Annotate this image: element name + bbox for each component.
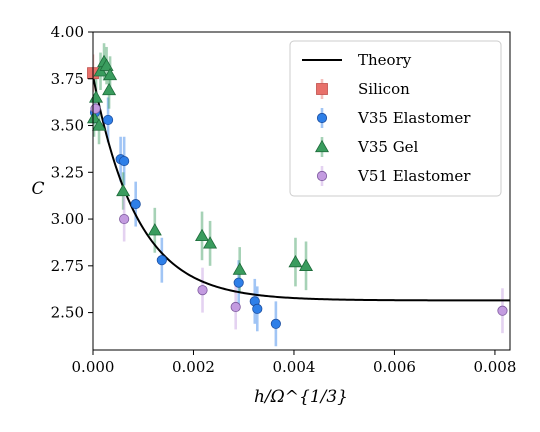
v35-gel-point: [86, 110, 102, 124]
legend-box: [289, 40, 502, 197]
v35-elastomer-point: [270, 318, 281, 329]
v51-elastomer-point: [197, 285, 208, 296]
y-tick-label: 2.75: [51, 257, 84, 275]
x-tick-label: 0.000: [72, 358, 115, 376]
v51-elastomer-point: [230, 301, 241, 313]
v35-elastomer-point: [252, 303, 263, 314]
v35-gel-point: [103, 67, 118, 81]
v35-gel-point: [99, 58, 114, 71]
v51-elastomer-point: [119, 213, 130, 225]
x-axis-label: h/Ω^{1/3}: [254, 387, 348, 407]
x-tick-label: 0.004: [272, 358, 315, 376]
v35-gel-point: [203, 236, 218, 249]
legend-v51-elastomer-swatch: [316, 170, 328, 182]
y-tick-label: 3.75: [51, 70, 84, 88]
v35-gel-point: [232, 262, 247, 275]
x-tick-label: 0.008: [473, 358, 516, 376]
x-tick-label: 0.002: [172, 358, 215, 376]
y-tick-label: 3.50: [51, 117, 84, 135]
y-tick-label: 3.25: [51, 163, 84, 181]
points-layer: [86, 54, 508, 329]
v35-gel-point: [195, 228, 210, 242]
v35-elastomer-point: [102, 114, 114, 125]
y-tick-label: 2.50: [51, 304, 84, 322]
v35-elastomer-point: [130, 199, 141, 210]
legend-silicon-label: Silicon: [358, 80, 410, 98]
legend-v35-gel-swatch: [314, 139, 330, 153]
legend-v35-gel-label: V35 Gel: [357, 138, 419, 156]
plot-frame: [92, 31, 511, 351]
v35-gel-point: [147, 223, 162, 236]
legend: Theory Silicon V35 Elastomer V35 Gel V51 Ela…: [289, 40, 502, 197]
v51-elastomer-point: [497, 305, 508, 316]
v35-gel-point: [89, 90, 104, 103]
legend-silicon-swatch: [316, 83, 328, 95]
y-tick-label: 4.00: [51, 23, 84, 41]
legend-v35-elastomer-swatch: [316, 112, 328, 124]
v35-gel-point: [299, 258, 314, 271]
v35-gel-point: [92, 118, 107, 131]
y-axis: 2.50 2.75 3.00 3.25 3.50 3.75 4.00: [51, 23, 93, 322]
y-axis-label: C: [31, 179, 44, 199]
legend-v35-elastomer-label: V35 Elastomer: [357, 109, 471, 127]
legend-v51-elastomer-label: V51 Elastomer: [357, 167, 471, 185]
v35-elastomer-point: [233, 277, 244, 288]
v35-elastomer-point: [156, 255, 167, 266]
theory-curve: [93, 75, 510, 302]
x-tick-label: 0.006: [373, 358, 416, 376]
theory-layer: [93, 75, 510, 302]
v51-elastomer-point: [90, 103, 101, 114]
v35-elastomer-point: [119, 155, 130, 167]
legend-theory-label: Theory: [358, 51, 412, 69]
v35-gel-point: [102, 82, 117, 96]
v35-gel-point: [116, 183, 131, 197]
x-axis: 0.000 0.002 0.004 0.006 0.008: [72, 350, 516, 376]
v35-gel-point: [288, 254, 303, 268]
y-tick-label: 3.00: [51, 210, 84, 228]
